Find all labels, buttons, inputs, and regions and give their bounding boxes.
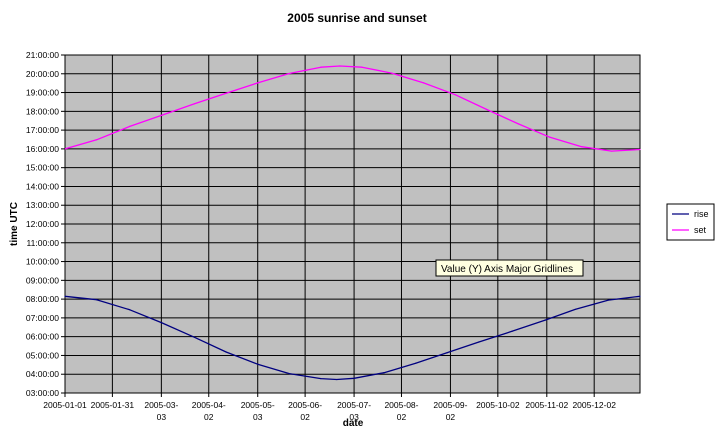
data-point-rise <box>478 341 480 343</box>
data-point-rise <box>574 308 576 311</box>
data-point-rise <box>544 319 546 321</box>
y-tick-label: 20:00:00 <box>26 69 59 79</box>
data-point-rise <box>383 372 385 374</box>
data-point-set <box>193 103 196 105</box>
x-tick-label: 2005-05-03 <box>241 400 275 422</box>
data-point-rise <box>336 378 338 381</box>
data-point-set <box>257 82 259 84</box>
series-line-rise <box>64 295 641 381</box>
data-point-set <box>225 92 227 94</box>
data-point-rise <box>129 309 131 311</box>
y-tick-label: 06:00:00 <box>26 332 59 342</box>
y-tick-label: 11:00:00 <box>27 238 60 248</box>
data-point-set <box>610 150 613 152</box>
data-point-set <box>580 146 583 148</box>
data-point-set <box>160 114 162 117</box>
data-point-set <box>95 139 98 141</box>
y-tick-label: 03:00:00 <box>26 388 59 398</box>
data-point-set <box>320 66 322 68</box>
legend-box <box>666 203 715 241</box>
tooltip-box <box>435 259 584 277</box>
x-tick-label: 2005-09-02 <box>433 400 467 422</box>
legend: rise set <box>666 203 715 241</box>
plot-area <box>64 54 641 394</box>
y-tick-label: 21:00:00 <box>26 50 59 60</box>
y-tick-label: 17:00:00 <box>26 125 59 135</box>
x-tick-label: 2005-07-03 <box>337 400 371 422</box>
data-point-rise <box>353 377 355 379</box>
y-tick-label: 13:00:00 <box>26 200 59 210</box>
data-point-rise <box>446 352 448 354</box>
x-tick-label: 2005-03-03 <box>144 400 178 422</box>
x-tick-label: 2005-01-01 <box>43 400 87 410</box>
data-point-set <box>454 94 456 96</box>
chart-title: 2005 sunrise and sunset <box>287 11 426 25</box>
data-point-set <box>391 72 393 74</box>
y-axis-title: time UTC <box>9 202 20 246</box>
data-point-rise <box>415 362 417 364</box>
data-point-rise <box>193 336 196 338</box>
x-tick-label: 2005-10-02 <box>476 400 520 410</box>
y-tick-label: 16:00:00 <box>26 144 59 154</box>
y-tick-label: 18:00:00 <box>26 106 59 116</box>
tooltip-text: Value (Y) Axis Major Gridlines <box>441 264 573 275</box>
y-tick-label: 08:00:00 <box>26 294 59 304</box>
y-tick-label: 07:00:00 <box>26 313 59 323</box>
data-point-set <box>549 136 551 138</box>
data-point-rise <box>607 299 610 301</box>
data-point-set <box>288 72 290 75</box>
y-tick-label: 04:00:00 <box>26 369 59 379</box>
y-tick-label: 10:00:00 <box>26 257 59 267</box>
series-line-set <box>64 65 641 152</box>
x-tick-label: 2005-11-02 <box>525 400 568 410</box>
tooltip: Value (Y) Axis Major Gridlines <box>435 259 584 277</box>
data-point-rise <box>257 363 259 365</box>
y-tick-label: 14:00:00 <box>26 181 59 191</box>
legend-label-rise: rise <box>694 209 709 219</box>
data-point-set <box>422 82 425 84</box>
data-point-rise <box>64 295 66 297</box>
data-point-rise <box>511 330 513 332</box>
data-point-rise <box>288 372 290 375</box>
axes: 03:00:00 04:00:00 05:00:00 06:00:00 07:00:00… <box>26 50 616 422</box>
x-tick-label: 2005-08-02 <box>384 400 418 422</box>
y-tick-label: 09:00:00 <box>26 275 59 285</box>
data-point-set <box>639 148 641 151</box>
y-tick-label: 15:00:00 <box>26 163 59 173</box>
legend-label-set: set <box>694 225 707 235</box>
data-point-set <box>361 66 363 68</box>
x-tick-label: 2005-06-02 <box>288 400 322 422</box>
y-tick-label: 12:00:00 <box>26 219 59 229</box>
data-point-set <box>339 65 341 67</box>
data-point-rise <box>160 321 162 324</box>
x-tick-label: 2005-04-02 <box>192 400 226 422</box>
data-point-set <box>486 108 488 111</box>
x-axis-title: date <box>343 418 364 429</box>
data-point-rise <box>320 378 322 380</box>
data-point-rise <box>225 351 227 353</box>
data-point-set <box>517 123 519 125</box>
x-tick-label: 2005-01-31 <box>91 400 135 410</box>
x-tick-label: 2005-12-02 <box>572 400 616 410</box>
data-point-rise <box>639 295 641 297</box>
data-point-rise <box>95 299 98 301</box>
y-tick-label: 05:00:00 <box>26 350 59 360</box>
data-point-set <box>129 125 131 127</box>
y-tick-label: 19:00:00 <box>26 88 59 98</box>
